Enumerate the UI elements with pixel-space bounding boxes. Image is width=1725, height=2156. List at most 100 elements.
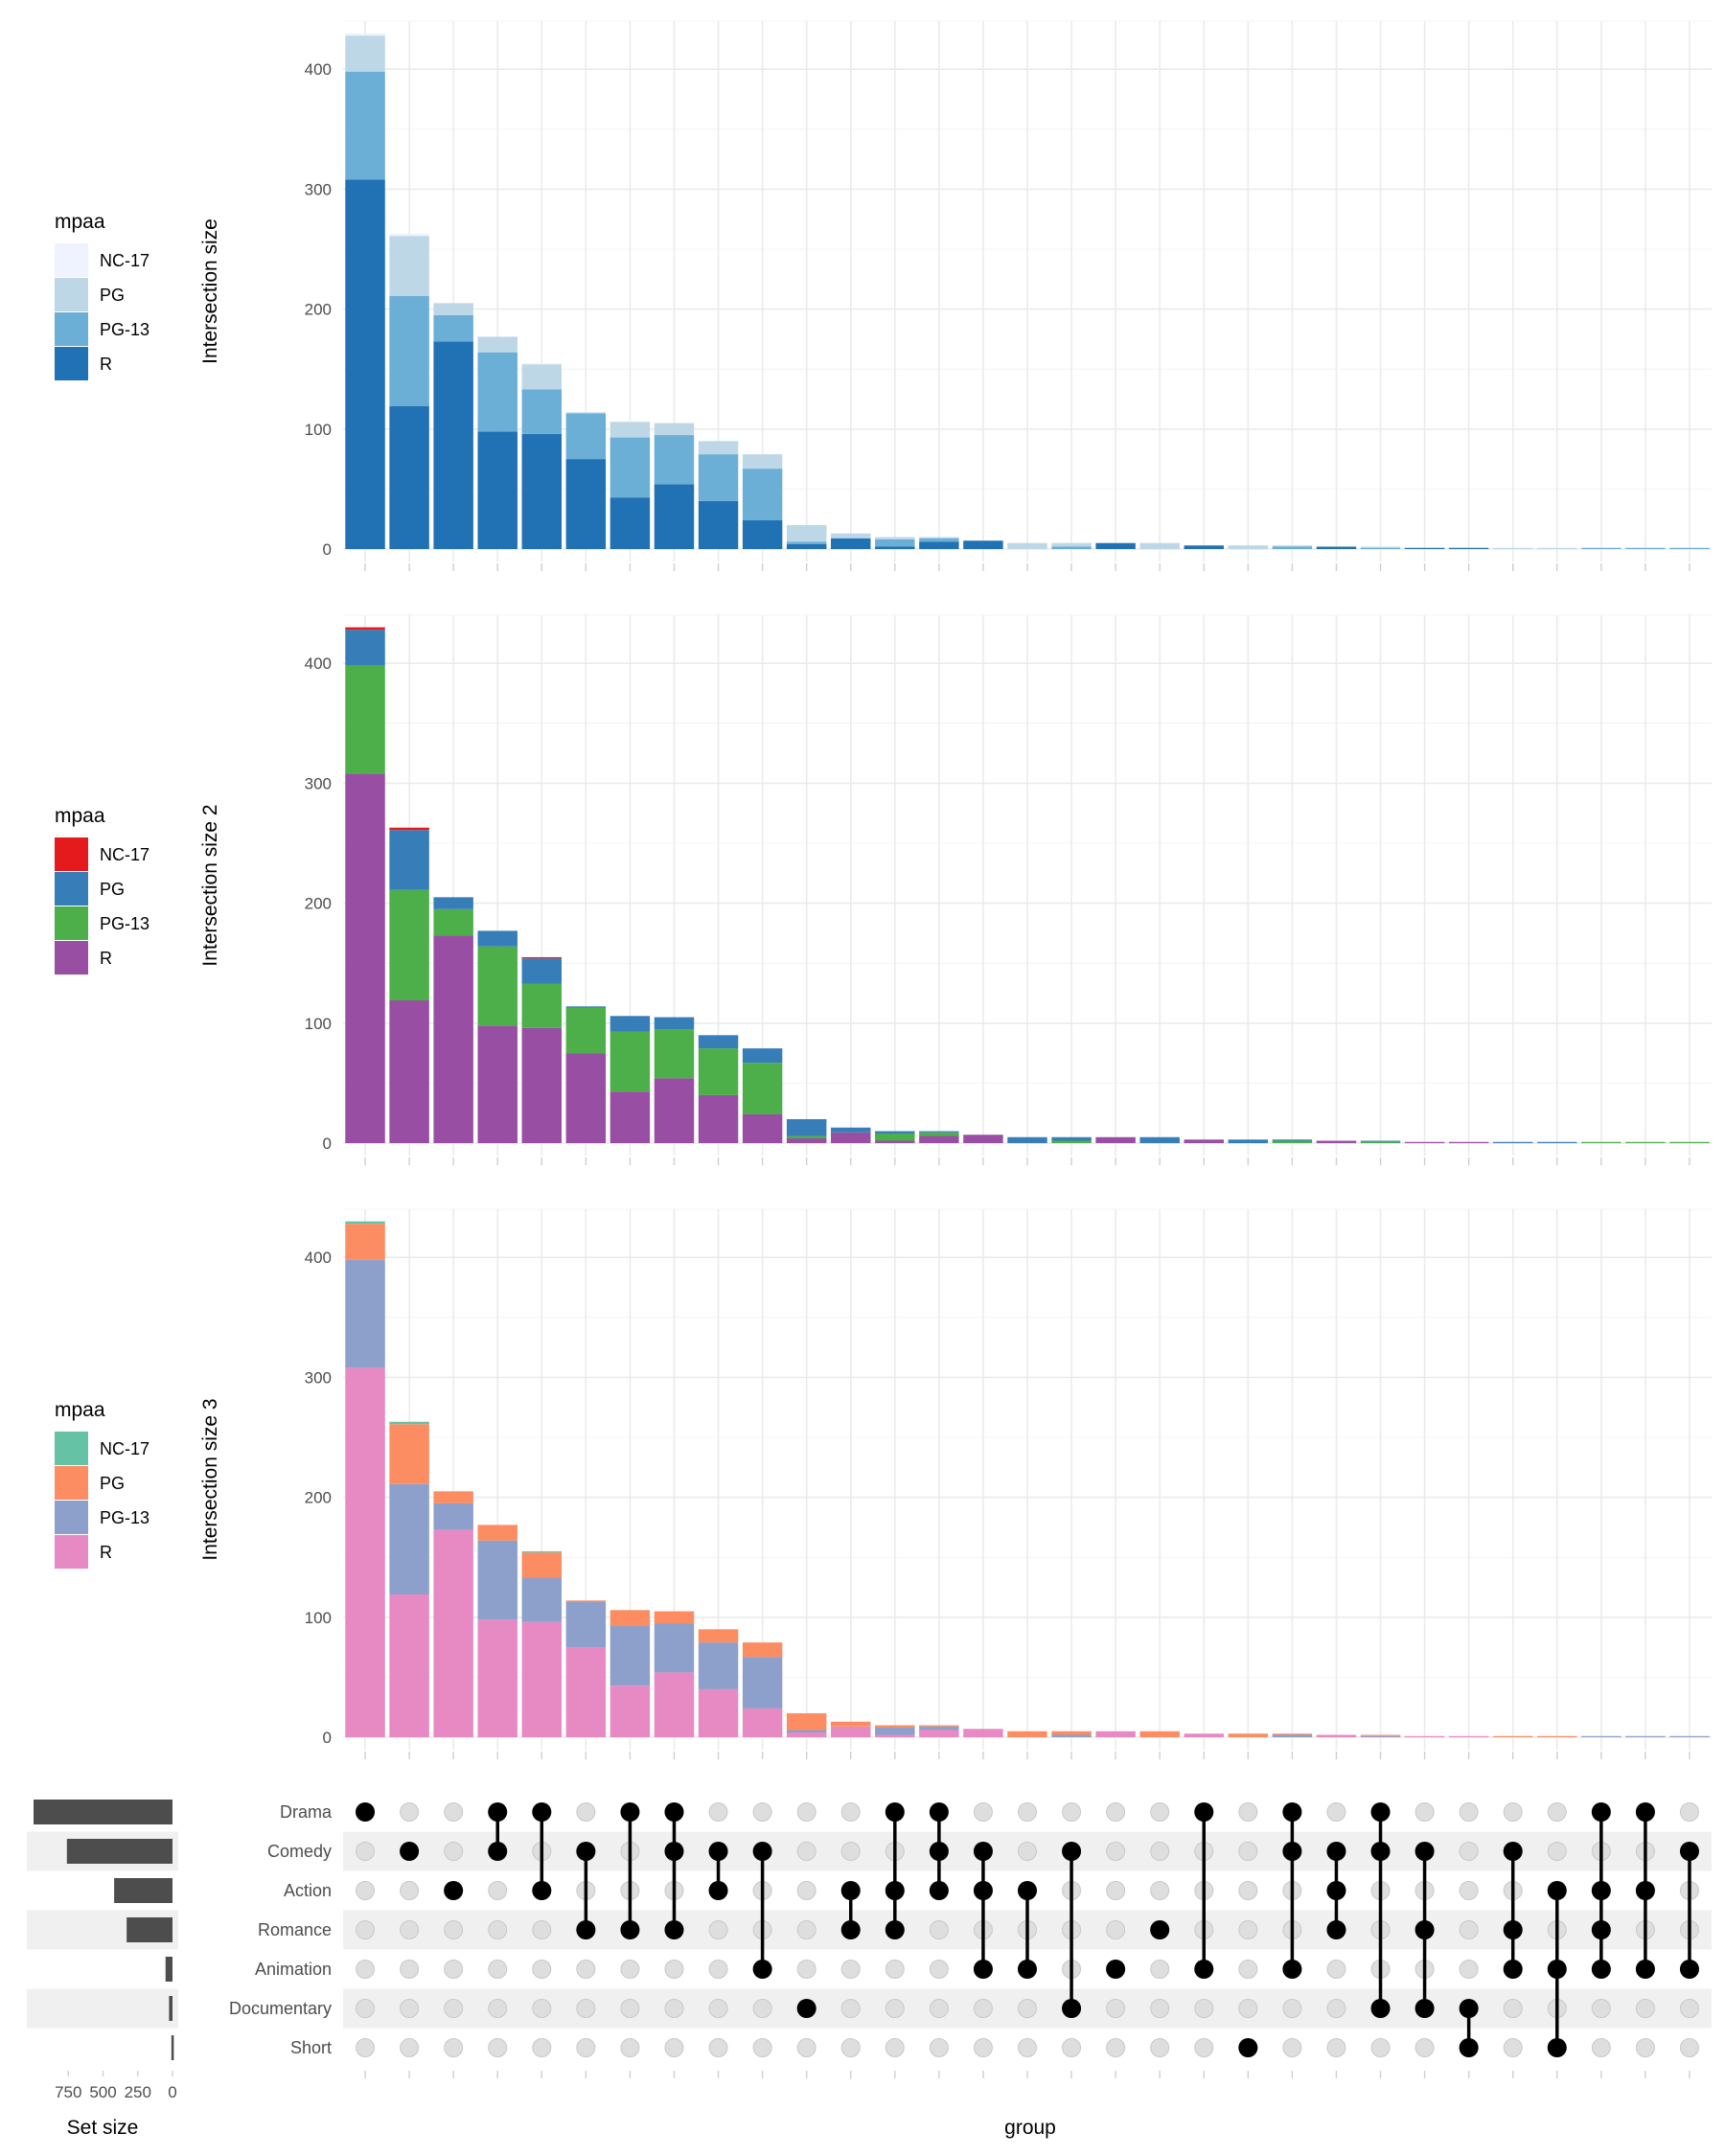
matrix-dot-inactive [1459, 1802, 1479, 1822]
y-axis-title: Intersection size 2 [199, 804, 221, 966]
legend-label: PG-13 [100, 914, 150, 933]
bar-segment-r [698, 500, 739, 549]
bar-segment-pg-13 [1272, 1140, 1313, 1143]
set-label-short: Short [290, 2038, 332, 2057]
bar-segment-pg-13 [389, 889, 429, 1001]
bar-segment-r [1404, 1735, 1445, 1737]
bar-segment-pg-13 [1360, 1141, 1401, 1143]
bar-segment-pg-13 [1051, 546, 1092, 549]
matrix-dot-inactive [1679, 1999, 1699, 2018]
legend-key-r [55, 1535, 88, 1569]
bar-segment-pg [1051, 1136, 1092, 1141]
bar-segment-pg [1272, 1139, 1313, 1141]
bar-segment-r [919, 1135, 959, 1143]
bar-segment-pg-13 [786, 1135, 827, 1138]
matrix-dot-inactive [1635, 1999, 1655, 2018]
matrix-dot-inactive [1459, 1920, 1479, 1939]
y-tick-label: 0 [323, 540, 332, 559]
matrix-dot-active [708, 1842, 728, 1861]
bar-segment-nc-17 [345, 33, 385, 36]
matrix-dot-active [1459, 2038, 1479, 2057]
bar-segment-pg-13 [919, 1132, 959, 1136]
bar-segment-pg [610, 1016, 651, 1032]
bar-segment-pg [1139, 1731, 1180, 1737]
bar-segment-r [1316, 1140, 1357, 1143]
matrix-dot-active [444, 1881, 464, 1900]
set-size-panel: 750 500 250 0 Set size [34, 1800, 177, 2139]
matrix-dot-inactive [356, 1960, 376, 1979]
bar-segment-r [786, 543, 827, 549]
matrix-dot-inactive [356, 1999, 376, 2018]
matrix-dot-inactive [488, 1920, 508, 1939]
bar-segment-r [389, 1000, 429, 1143]
legend-label: PG [100, 286, 125, 305]
bar-segment-pg-13 [477, 352, 518, 432]
bar-segment-pg [698, 441, 739, 455]
matrix-dot-inactive [885, 1999, 905, 2018]
matrix-dot-inactive [1062, 2038, 1082, 2057]
y-tick-label: 200 [305, 895, 332, 913]
bar-segment-r [433, 935, 473, 1143]
matrix-dot-inactive [973, 1999, 993, 2018]
bar-segment-pg-13 [1669, 547, 1710, 549]
matrix-dot-inactive [532, 1960, 552, 1979]
matrix-dot-inactive [1591, 2038, 1611, 2057]
matrix-dot-inactive [840, 1960, 861, 1979]
legend-key-pg [55, 1466, 88, 1500]
matrix-dot-inactive [444, 1960, 464, 1979]
matrix-dot-active [1503, 1842, 1523, 1861]
legend-title: mpaa [55, 211, 105, 233]
matrix-dot-inactive [796, 2038, 816, 2057]
y-tick-label: 0 [323, 1135, 332, 1153]
y-tick-label: 400 [305, 1249, 332, 1267]
matrix-dot-inactive [796, 1960, 816, 1979]
bar-segment-pg [742, 1642, 783, 1658]
matrix-dot-active [752, 1842, 772, 1861]
bar-segment-pg [433, 1491, 473, 1503]
bar-segment-pg-13 [742, 1063, 783, 1114]
bar-segment-r [345, 1367, 385, 1737]
matrix-dot-inactive [444, 1920, 464, 1939]
bar-segment-r [963, 540, 1003, 549]
bar-segment-pg [654, 1017, 695, 1030]
y-axis-title: Intersection size 3 [199, 1398, 221, 1560]
matrix-dot-active [885, 1920, 905, 1939]
y-tick-label: 300 [305, 1368, 332, 1387]
bar-segment-r [786, 1732, 827, 1737]
matrix-dot-inactive [1414, 2038, 1435, 2057]
set-label-documentary: Documentary [229, 1999, 332, 2018]
bar-segment-pg [1139, 1136, 1180, 1143]
bar-segment-pg-13 [1272, 546, 1313, 549]
matrix-dot-inactive [752, 1999, 772, 2018]
y-axis-title: Intersection size [199, 218, 221, 364]
matrix-dot-inactive [840, 1842, 861, 1861]
matrix-dot-active [1414, 1999, 1435, 2018]
matrix-dot-active [1414, 1920, 1435, 1939]
matrix-dot-inactive [488, 1960, 508, 1979]
bar-segment-r [477, 431, 518, 549]
bar-segment-pg-13 [1669, 1141, 1710, 1143]
matrix-dot-active [1238, 2038, 1258, 2057]
matrix-dot-inactive [1238, 1960, 1258, 1979]
matrix-dot-inactive [444, 1999, 464, 2018]
bar-segment-r [919, 541, 959, 549]
y-tick-label: 100 [305, 1015, 332, 1033]
matrix-dot-inactive [664, 1999, 684, 2018]
bar-segment-pg [1360, 546, 1401, 548]
bar-segment-pg [1537, 1141, 1577, 1143]
matrix-dot-inactive [1503, 1999, 1523, 2018]
matrix-dot-active [1194, 1960, 1214, 1979]
matrix-dot-active [1326, 1920, 1346, 1939]
bar-segment-r [345, 179, 385, 549]
matrix-dot-inactive [1503, 1802, 1523, 1822]
matrix-dot-active [620, 1920, 640, 1939]
bar-segment-pg-13 [786, 1730, 827, 1732]
matrix-dot-active [356, 1802, 376, 1822]
matrix-dot-inactive [576, 1802, 596, 1822]
bar-segment-pg-13 [919, 538, 959, 542]
matrix-dot-active [1370, 1802, 1391, 1822]
bar-segment-pg [1492, 547, 1533, 549]
row-band [27, 1988, 178, 2029]
bar-segment-nc-17 [521, 1550, 563, 1553]
matrix-dot-inactive [796, 1842, 816, 1861]
